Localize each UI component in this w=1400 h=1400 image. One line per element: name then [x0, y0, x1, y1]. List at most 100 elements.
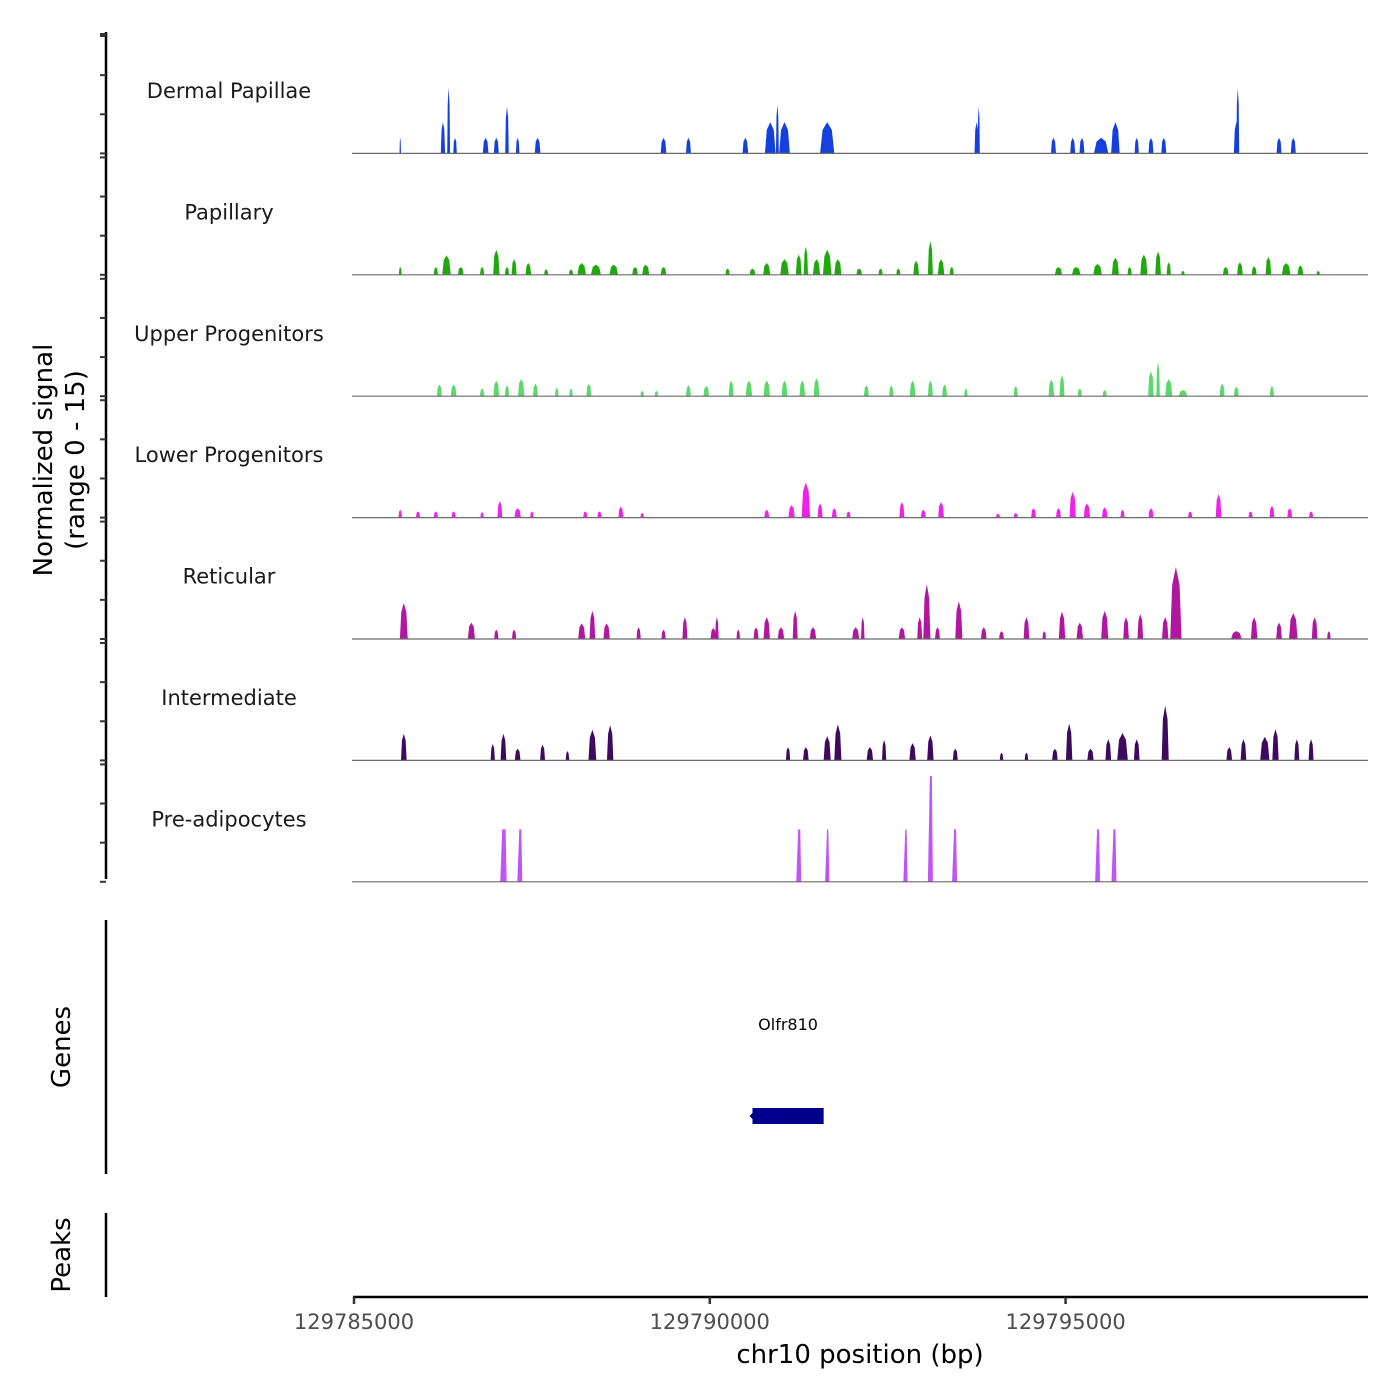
signal-peak: [1120, 509, 1125, 518]
signal-peak: [490, 743, 495, 761]
signal-peak: [728, 380, 734, 397]
signal-peak: [1311, 617, 1318, 639]
signal-peak: [577, 263, 586, 275]
signal-peak: [518, 378, 525, 397]
peaks-panel-label: Peaks: [47, 1217, 77, 1292]
signal-peak: [453, 137, 457, 154]
signal-peak: [618, 506, 624, 518]
signal-peak: [1231, 631, 1242, 639]
signal-peak: [1297, 265, 1304, 275]
signal-peak: [1287, 508, 1293, 518]
x-tick-label: 129795000: [1005, 1310, 1125, 1334]
signal-peak: [725, 268, 730, 275]
signal-peak: [1290, 137, 1296, 154]
signal-peak: [606, 725, 614, 761]
signal-peak: [779, 122, 790, 154]
signal-peak: [1269, 386, 1275, 397]
signal-peak: [1276, 137, 1282, 154]
signal-peak: [603, 623, 610, 639]
signal-peak: [823, 736, 831, 761]
signal-bar: [1095, 829, 1101, 882]
signal-peak: [586, 383, 592, 397]
signal-peak: [504, 266, 510, 275]
signal-peak: [1308, 511, 1314, 518]
signal-peak: [927, 735, 934, 761]
signal-peak: [1031, 508, 1037, 518]
track-label: Dermal Papillae: [147, 79, 311, 103]
signal-peak: [1248, 511, 1253, 518]
signal-peak: [1111, 257, 1119, 275]
signal-peak: [682, 617, 688, 639]
signal-peak: [1260, 736, 1270, 761]
x-axis-title: chr10 position (bp): [736, 1340, 983, 1370]
signal-peak: [801, 482, 811, 518]
signal-peak: [514, 748, 521, 761]
gene-label: Olfr810: [758, 1015, 818, 1034]
signal-peak: [881, 740, 887, 761]
signal-peak: [1077, 388, 1082, 397]
signal-peak: [909, 380, 916, 397]
signal-peak: [685, 137, 691, 154]
signal-peak: [442, 255, 451, 275]
signal-peak: [938, 501, 944, 518]
signal-peak: [1101, 507, 1108, 518]
signal-peak: [1148, 508, 1154, 518]
signal-peak: [995, 513, 1001, 518]
signal-peak: [436, 384, 442, 397]
signal-bar: [825, 829, 830, 882]
signal-peak: [927, 241, 933, 275]
signal-peak: [660, 137, 667, 154]
genes-panel-label: Genes: [47, 1006, 77, 1088]
signal-peak: [1170, 566, 1182, 639]
signal-peak: [457, 266, 464, 275]
track-label: Lower Progenitors: [135, 443, 324, 467]
signal-peak: [685, 385, 691, 397]
signal-peak: [1165, 378, 1173, 397]
signal-peak: [569, 388, 573, 397]
signal-peak: [1226, 747, 1233, 761]
signal-peak: [1105, 739, 1112, 761]
signal-peak: [514, 508, 521, 518]
signal-peak: [742, 137, 749, 154]
signal-peak: [710, 628, 717, 639]
signal-bar: [927, 776, 933, 882]
signal-bar: [500, 829, 507, 882]
signal-peak: [399, 602, 408, 639]
signal-peak: [852, 627, 860, 639]
signal-peak: [497, 501, 503, 518]
signal-peak: [568, 269, 574, 275]
signal-peak: [400, 733, 407, 761]
signal-peak: [803, 246, 808, 275]
gene-body: [752, 1108, 824, 1124]
signal-peak: [415, 511, 421, 518]
signal-peak: [1059, 375, 1065, 397]
signal-peak: [493, 380, 500, 397]
signal-peak: [1251, 266, 1257, 275]
signal-peak: [1289, 613, 1298, 639]
signal-peak: [1222, 266, 1229, 275]
signal-peak: [974, 122, 979, 154]
signal-peak: [813, 378, 820, 397]
signal-peak: [866, 747, 874, 761]
signal-peak: [1187, 511, 1193, 518]
signal-peak: [822, 249, 832, 275]
signal-peak: [1215, 494, 1222, 518]
track-dermal-papillae: Dermal Papillae: [147, 79, 1368, 154]
track-pre-adipocytes: Pre-adipocytes: [151, 776, 1368, 883]
signal-peak: [1048, 379, 1055, 397]
signal-peak: [640, 512, 644, 518]
signal-peak: [479, 266, 485, 275]
y-axis-title-line2: (range 0 - 15): [61, 370, 91, 550]
signal-peak: [920, 509, 926, 518]
signal-peak: [493, 249, 500, 275]
signal-peak: [440, 122, 446, 154]
signal-peak: [1161, 137, 1167, 154]
signal-peak: [1013, 386, 1018, 397]
signal-peak: [540, 744, 546, 761]
signal-peak: [447, 87, 451, 154]
signal-peak: [889, 385, 894, 397]
signal-peak: [1156, 361, 1160, 397]
signal-peak: [935, 627, 940, 639]
signal-peak: [642, 264, 650, 275]
